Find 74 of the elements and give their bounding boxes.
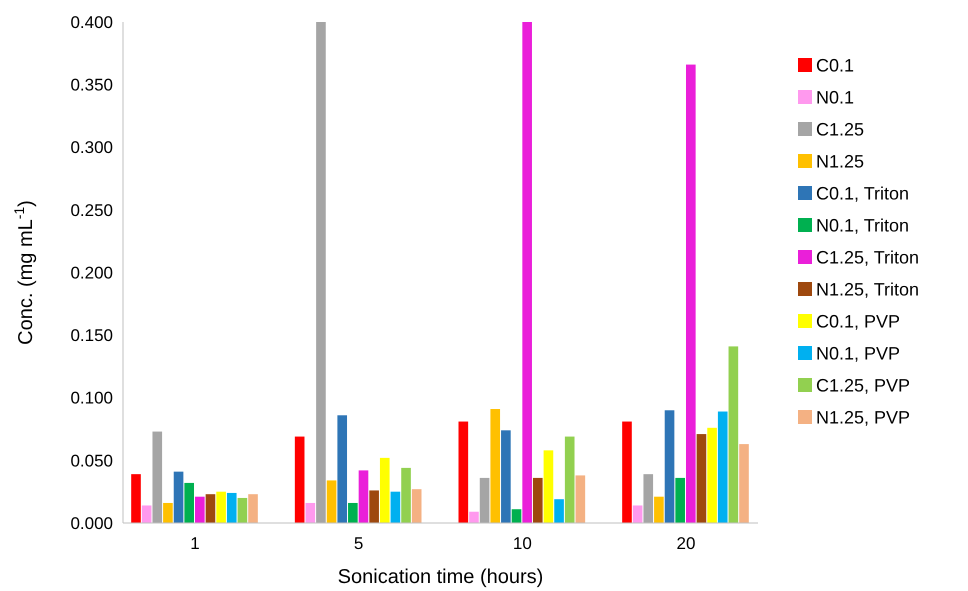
legend-label: C0.1 [816, 55, 854, 76]
y-tick-label: 0.100 [70, 388, 113, 408]
bar [501, 430, 511, 523]
legend-label: N1.25, PVP [816, 407, 910, 428]
bar [326, 480, 336, 523]
bar [348, 502, 358, 523]
bar [643, 474, 654, 523]
bar [632, 505, 642, 523]
bar [380, 458, 390, 523]
y-tick-label: 0.150 [70, 326, 113, 346]
bar [238, 498, 248, 523]
bar [554, 499, 564, 523]
bar [622, 422, 632, 523]
bar [458, 422, 468, 523]
bar [480, 478, 490, 523]
bar [728, 346, 738, 523]
bar [718, 412, 728, 523]
x-tick-label: 10 [512, 534, 532, 553]
x-tick-label: 20 [676, 534, 696, 553]
bar [216, 492, 226, 523]
bar [142, 505, 152, 523]
bar [358, 470, 368, 523]
bar [174, 472, 184, 523]
bar [469, 512, 479, 523]
bar [707, 428, 717, 523]
x-tick-label: 5 [354, 534, 364, 553]
bar [675, 478, 685, 523]
bar [195, 496, 205, 523]
bar [206, 494, 216, 523]
bar [664, 410, 674, 523]
x-tick-label: 1 [190, 534, 200, 553]
legend-label: N0.1 [816, 87, 854, 108]
legend-label: N1.25, Triton [816, 279, 920, 300]
bar [131, 474, 141, 523]
bar [412, 489, 422, 523]
legend-label: C0.1, PVP [816, 311, 900, 332]
bar [401, 468, 411, 523]
bar [184, 482, 194, 523]
bar [248, 494, 258, 523]
bar [739, 444, 749, 523]
bar [226, 492, 237, 523]
bar [163, 502, 173, 523]
bar [490, 409, 500, 523]
legend-label: N0.1, Triton [816, 215, 910, 236]
bar [522, 22, 532, 523]
bar [654, 496, 664, 523]
bar [337, 415, 348, 523]
bar [152, 432, 162, 523]
legend-label: C1.25 [816, 119, 864, 140]
bar [294, 436, 304, 523]
y-tick-label: 0.400 [70, 12, 113, 32]
legend-label: N0.1, PVP [816, 343, 900, 364]
x-axis-title: Sonication time (hours) [338, 566, 544, 588]
y-tick-label: 0.250 [70, 200, 113, 220]
bar [369, 490, 379, 523]
bar [544, 450, 554, 523]
y-tick-label: 0.300 [70, 138, 113, 158]
bar [686, 64, 696, 523]
bar [316, 22, 326, 523]
legend-label: C1.25, PVP [816, 375, 910, 396]
y-tick-label: 0.350 [70, 76, 113, 95]
bar [305, 502, 316, 523]
legend-label: N1.25 [816, 151, 864, 172]
bar [512, 509, 522, 523]
bar [532, 478, 543, 523]
bar [576, 475, 586, 523]
y-tick-label: 0.000 [70, 514, 113, 533]
legend-label: C1.25, Triton [816, 247, 920, 268]
y-tick-label: 0.050 [70, 451, 113, 470]
legend-label: C0.1, Triton [816, 183, 910, 204]
bar [696, 434, 706, 523]
y-tick-label: 0.200 [70, 263, 113, 282]
bar [564, 436, 575, 523]
bar [390, 492, 400, 523]
